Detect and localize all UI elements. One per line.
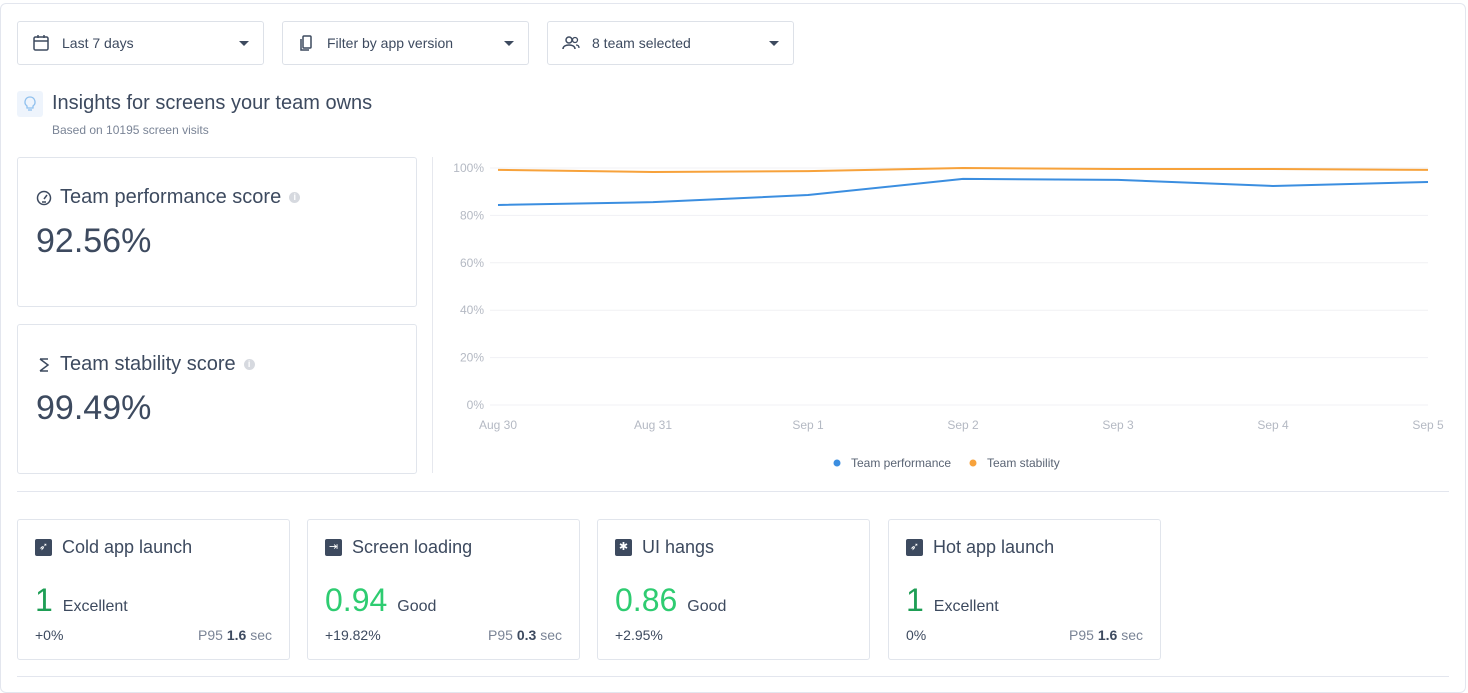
metric-title: Hot app launch (933, 537, 1054, 558)
divider (432, 157, 433, 473)
page-title: Insights for screens your team owns (52, 92, 372, 115)
metric-rating: Excellent (63, 598, 128, 616)
chevron-down-icon (769, 41, 779, 46)
divider (17, 676, 1449, 677)
metric-change: +19.82% (325, 627, 381, 643)
page-subtitle: Based on 10195 screen visits (52, 123, 209, 137)
metric-change: 0% (906, 627, 926, 643)
team-label: 8 team selected (592, 35, 769, 51)
x-tick-label: Aug 30 (479, 418, 517, 432)
y-tick-label: 20% (460, 351, 484, 365)
screen-loading-icon: ⇥ (325, 539, 342, 556)
team-performance-label: Team performance score (60, 186, 281, 209)
y-tick-label: 0% (467, 398, 485, 412)
team-stability-card: Team stability score i 99.49% (17, 324, 417, 474)
metric-card-screen-loading[interactable]: ⇥ Screen loading 0.94 Good +19.82% P95 0.3 … (307, 519, 580, 660)
metric-card-cold-app-launch[interactable]: ➶ Cold app launch 1 Excellent +0% P95 1.6 s… (17, 519, 290, 660)
metric-rating: Good (397, 598, 436, 616)
metric-score: 0.86 (615, 582, 677, 619)
team-dropdown[interactable]: 8 team selected (547, 21, 794, 65)
info-icon[interactable]: i (244, 359, 255, 370)
x-tick-label: Sep 3 (1102, 418, 1134, 432)
legend-label: Team stability (987, 456, 1060, 470)
metric-score: 0.94 (325, 582, 387, 619)
metric-title: UI hangs (642, 537, 714, 558)
date-range-label: Last 7 days (62, 35, 239, 51)
metric-card-hot-app-launch[interactable]: ➶ Hot app launch 1 Excellent 0% P95 1.6 sec (888, 519, 1161, 660)
x-tick-label: Sep 4 (1257, 418, 1289, 432)
y-tick-label: 60% (460, 256, 484, 270)
metric-score: 1 (35, 582, 53, 619)
gauge-icon (36, 190, 52, 206)
team-stability-label: Team stability score (60, 353, 236, 376)
y-tick-label: 80% (460, 208, 484, 222)
calendar-icon (32, 34, 50, 52)
metric-rating: Good (687, 598, 726, 616)
metric-score: 1 (906, 582, 924, 619)
metric-p95: P95 0.3 sec (488, 627, 562, 643)
series-line-team-stability (498, 168, 1428, 172)
p95-value: 0.3 (517, 627, 536, 643)
p95-label: P95 (198, 627, 223, 643)
legend-marker (834, 460, 841, 467)
divider (17, 491, 1449, 492)
team-performance-value: 92.56% (36, 222, 151, 261)
chevron-down-icon (504, 41, 514, 46)
y-tick-label: 40% (460, 303, 484, 317)
y-tick-label: 100% (453, 161, 484, 175)
metric-change: +2.95% (615, 627, 663, 643)
legend-label: Team performance (851, 456, 951, 470)
rocket-icon: ➶ (906, 539, 923, 556)
phone-copy-icon (297, 34, 315, 52)
score-trend-chart: 0% 20% 40% 60% 80% 100% Aug 30 Aug 31 Sep 1 Sep 2… (440, 150, 1460, 480)
lightbulb-icon (17, 91, 43, 117)
p95-unit: sec (540, 627, 562, 643)
p95-label: P95 (488, 627, 513, 643)
app-version-dropdown[interactable]: Filter by app version (282, 21, 529, 65)
snowflake-icon: ✱ (615, 539, 632, 556)
metric-p95: P95 1.6 sec (198, 627, 272, 643)
p95-unit: sec (1121, 627, 1143, 643)
rocket-icon: ➶ (35, 539, 52, 556)
metric-title: Cold app launch (62, 537, 192, 558)
stability-icon (36, 357, 52, 373)
metric-title: Screen loading (352, 537, 472, 558)
team-performance-card: Team performance score i 92.56% (17, 157, 417, 307)
x-tick-label: Aug 31 (634, 418, 672, 432)
metric-change: +0% (35, 627, 63, 643)
x-tick-label: Sep 5 (1412, 418, 1444, 432)
metric-p95: P95 1.6 sec (1069, 627, 1143, 643)
x-tick-label: Sep 1 (792, 418, 824, 432)
metric-card-ui-hangs[interactable]: ✱ UI hangs 0.86 Good +2.95% (597, 519, 870, 660)
series-line-team-performance (498, 179, 1428, 205)
chevron-down-icon (239, 41, 249, 46)
date-range-dropdown[interactable]: Last 7 days (17, 21, 264, 65)
p95-value: 1.6 (227, 627, 246, 643)
metric-rating: Excellent (934, 598, 999, 616)
info-icon[interactable]: i (289, 192, 300, 203)
team-icon (562, 34, 580, 52)
legend-marker (970, 460, 977, 467)
p95-label: P95 (1069, 627, 1094, 643)
p95-unit: sec (250, 627, 272, 643)
x-tick-label: Sep 2 (947, 418, 979, 432)
team-stability-value: 99.49% (36, 389, 151, 428)
p95-value: 1.6 (1098, 627, 1117, 643)
app-version-label: Filter by app version (327, 35, 504, 51)
